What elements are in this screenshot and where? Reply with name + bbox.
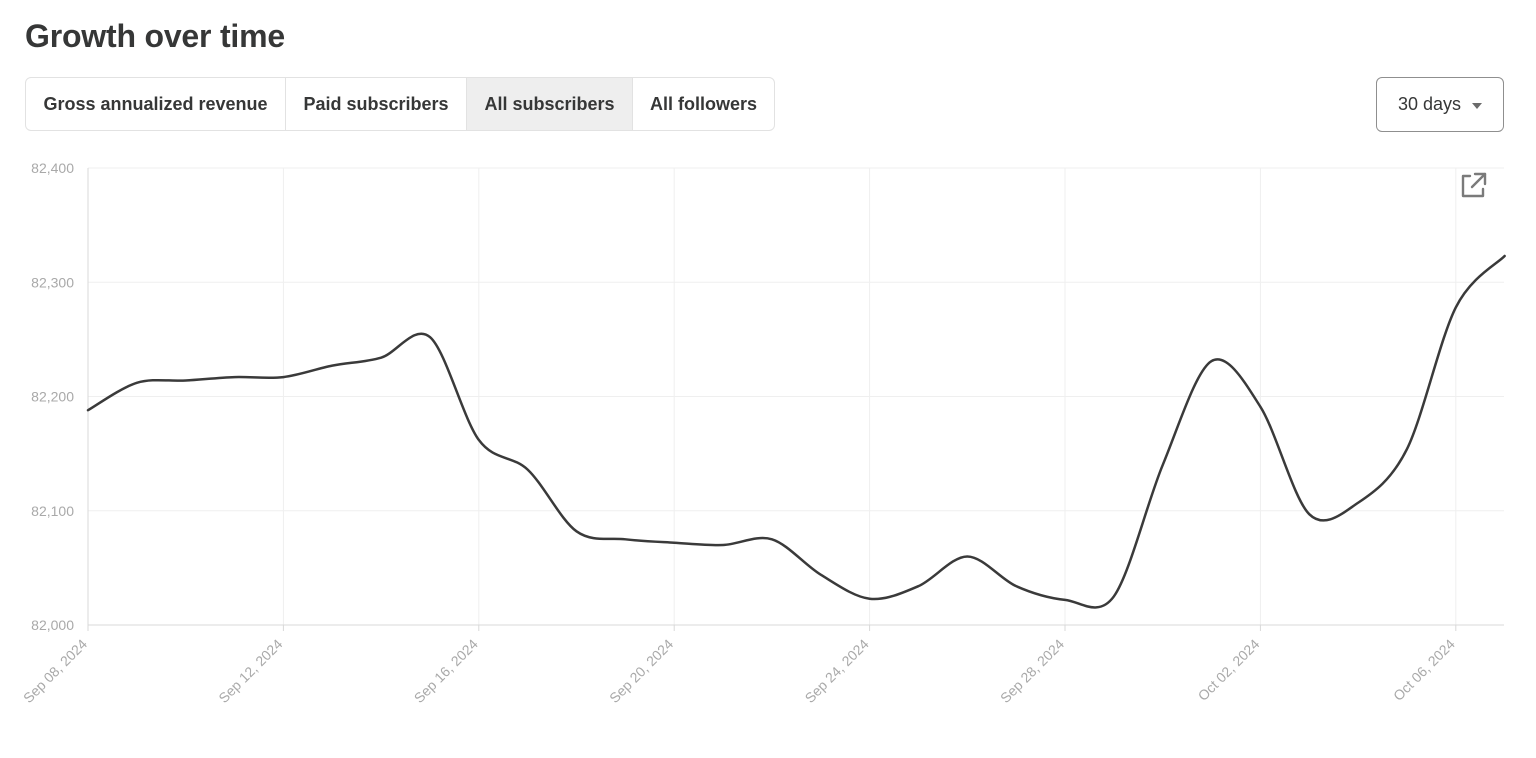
y-tick-label: 82,000	[31, 617, 74, 633]
metric-tabs: Gross annualized revenue Paid subscriber…	[25, 77, 775, 131]
tab-all-followers[interactable]: All followers	[649, 93, 757, 114]
y-tick-labels: 82,000 82,100 82,200 82,300 82,400	[31, 160, 74, 633]
time-range-value: 30 days	[1398, 94, 1462, 114]
y-tick-label: 82,400	[31, 160, 74, 176]
axes	[87, 168, 1504, 631]
open-external-button[interactable]	[1454, 168, 1494, 202]
x-tick-labels: Sep 08, 2024 Sep 12, 2024 Sep 16, 2024 Sep …	[20, 636, 1458, 706]
x-tick-label: Sep 16, 2024	[411, 636, 481, 706]
series-line	[86, 254, 1506, 609]
tab-gross-annualized-revenue[interactable]: Gross annualized revenue	[26, 78, 286, 130]
grid-lines	[88, 167, 1504, 625]
x-tick-label: Sep 24, 2024	[802, 636, 872, 706]
series-layer	[86, 254, 1506, 609]
x-tick-label: Oct 02, 2024	[1195, 636, 1263, 704]
growth-chart: 82,000 82,100 82,200 82,300 82,400 Sep 08, 2…	[20, 160, 1506, 706]
y-tick-label: 82,300	[31, 274, 74, 290]
x-tick-label: Sep 12, 2024	[215, 636, 285, 706]
caret-down-icon	[1472, 103, 1482, 109]
x-tick-label: Sep 28, 2024	[997, 636, 1067, 706]
x-tick-label: Sep 20, 2024	[606, 636, 676, 706]
y-tick-label: 82,200	[31, 389, 74, 405]
external-link-icon	[1461, 172, 1487, 198]
x-tick-label: Oct 06, 2024	[1390, 636, 1458, 704]
time-range-select[interactable]: 30 days	[1376, 77, 1504, 132]
y-tick-label: 82,100	[31, 503, 74, 519]
x-tick-label: Sep 08, 2024	[20, 636, 90, 706]
tab-paid-subscribers[interactable]: Paid subscribers	[286, 78, 467, 130]
page-title: Growth over time	[25, 18, 285, 54]
tab-all-subscribers[interactable]: All subscribers	[467, 78, 633, 130]
